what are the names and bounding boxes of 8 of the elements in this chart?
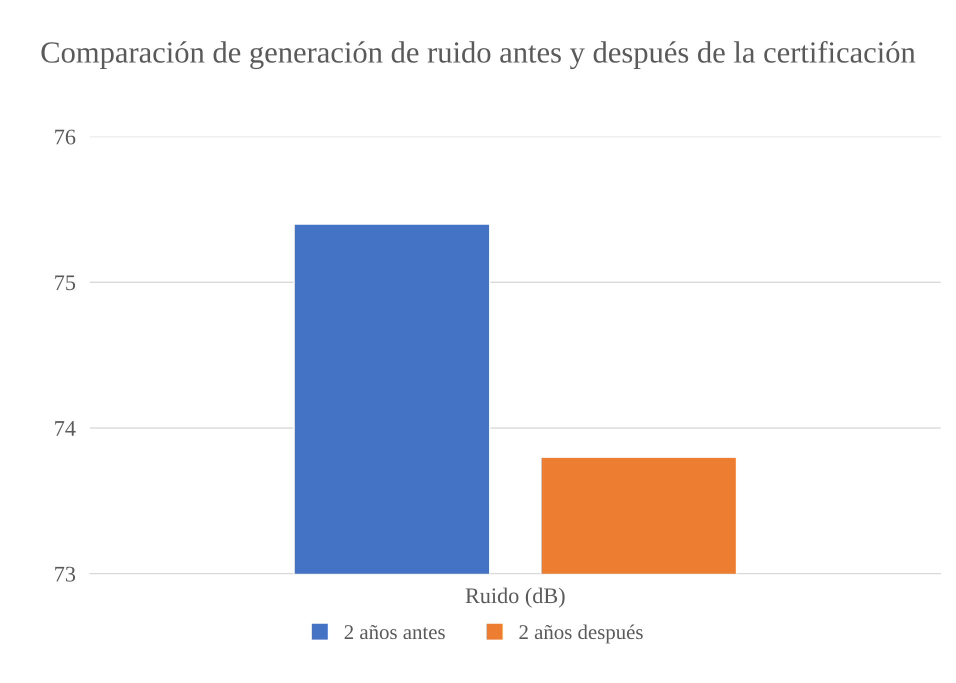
chart-title: Comparación de generación de ruido antes y después de la certificación <box>41 40 916 70</box>
legend-label: 2 años después <box>519 624 643 644</box>
legend-label: 2 años antes <box>344 624 445 640</box>
y-tick-label: 76 <box>55 130 76 145</box>
y-tick-label: 74 <box>55 421 76 436</box>
x-tick-label: Ruido (dB) <box>466 588 565 608</box>
y-tick-label: 75 <box>55 275 76 290</box>
y-tick-label: 73 <box>55 566 76 582</box>
